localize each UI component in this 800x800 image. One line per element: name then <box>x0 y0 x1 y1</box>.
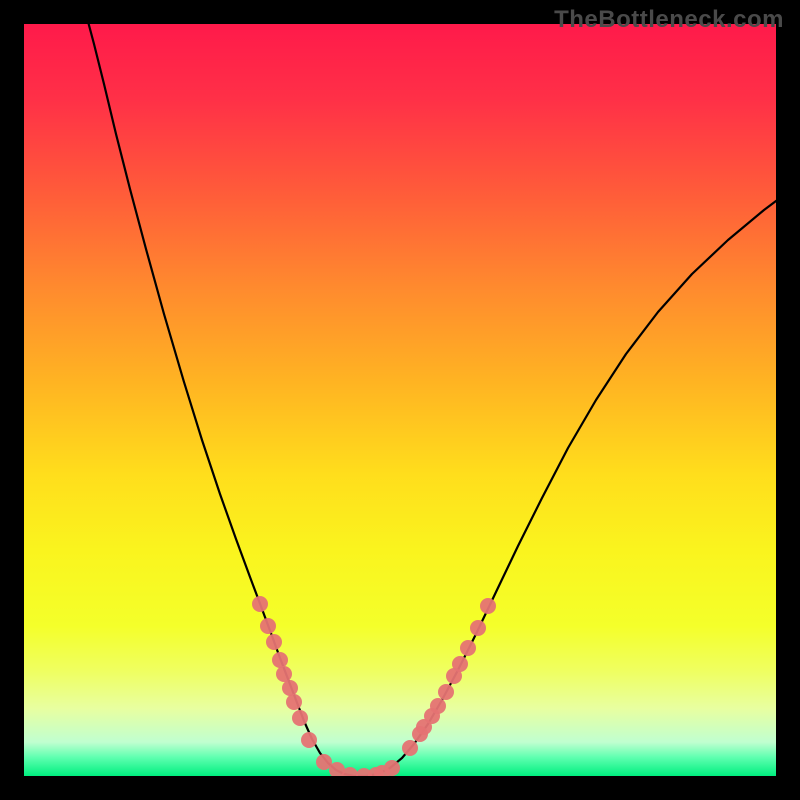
data-point <box>272 652 288 668</box>
data-point <box>276 666 292 682</box>
data-point <box>286 694 302 710</box>
data-point <box>282 680 298 696</box>
chart-plot <box>24 24 776 776</box>
data-point <box>301 732 317 748</box>
data-point <box>252 596 268 612</box>
data-point <box>452 656 468 672</box>
data-point <box>384 760 400 776</box>
data-point <box>402 740 418 756</box>
data-point <box>470 620 486 636</box>
data-point <box>430 698 446 714</box>
data-point <box>266 634 282 650</box>
data-point <box>260 618 276 634</box>
data-point <box>480 598 496 614</box>
watermark-text: TheBottleneck.com <box>554 6 784 34</box>
chart-frame: TheBottleneck.com <box>0 0 800 800</box>
data-point <box>292 710 308 726</box>
plot-background <box>24 24 776 776</box>
data-point <box>460 640 476 656</box>
data-point <box>438 684 454 700</box>
